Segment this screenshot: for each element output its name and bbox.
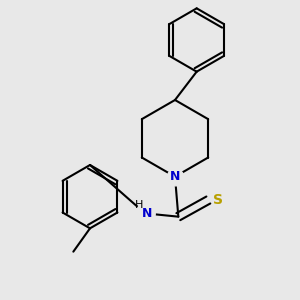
Text: H: H: [135, 200, 143, 210]
Text: N: N: [170, 170, 180, 183]
Text: S: S: [213, 193, 223, 207]
Text: N: N: [142, 207, 152, 220]
